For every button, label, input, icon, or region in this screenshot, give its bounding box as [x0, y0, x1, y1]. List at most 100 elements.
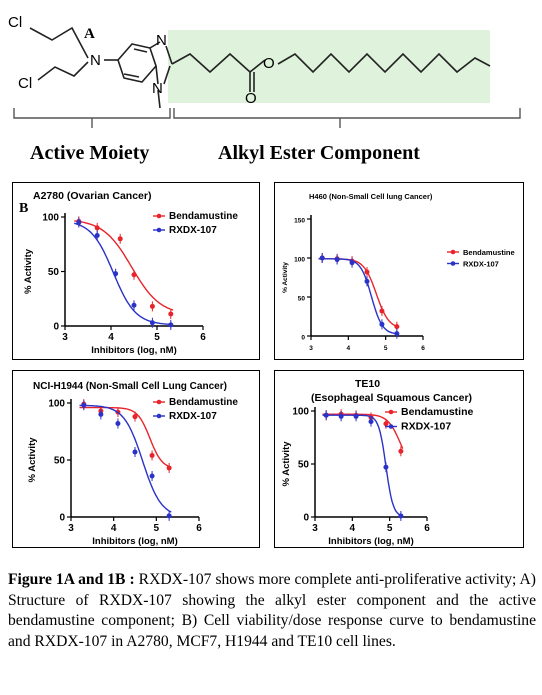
group-brackets: [13, 108, 521, 128]
chart-h1944: NCI-H1944 (Non-Small Cell Lung Cancer) 3 4…: [27, 381, 238, 546]
legend-label: Bendamustine: [169, 397, 238, 408]
figure-caption: Figure 1A and 1B : RXDX-107 shows more c…: [8, 570, 536, 652]
data-point: [323, 412, 329, 418]
x-tick-label: 6: [200, 332, 206, 343]
y-tick-label: 100: [48, 399, 65, 410]
caption-text: RXDX-107 shows more complete anti-prolif…: [8, 571, 536, 650]
x-tick-label: 6: [421, 345, 425, 352]
data-point: [149, 303, 155, 309]
x-tick-label: 4: [347, 345, 351, 352]
legend-marker: [388, 409, 394, 415]
series-curve-bendamustine: [322, 413, 404, 449]
legend-label: RXDX-107: [169, 225, 217, 236]
y-axis-label: % Activity: [27, 437, 38, 483]
x-tick-label: 4: [350, 523, 356, 534]
x-tick-label: 3: [309, 345, 313, 352]
x-tick-label: 3: [312, 523, 318, 534]
legend-marker: [450, 261, 456, 266]
x-tick-label: 3: [62, 332, 68, 343]
label-a: A: [84, 26, 95, 42]
data-point: [131, 272, 137, 278]
legend-label: Bendamustine: [169, 211, 238, 222]
legend-label: RXDX-107: [169, 411, 217, 422]
x-tick-label: 4: [108, 332, 114, 343]
data-point: [94, 233, 100, 239]
y-tick-label: 100: [292, 407, 309, 418]
series-curve-rxdx: [79, 404, 172, 513]
data-point: [166, 513, 172, 519]
legend-marker: [388, 424, 394, 429]
chart-panel-h1944: NCI-H1944 (Non-Small Cell Lung Cancer) 3 4…: [12, 370, 260, 548]
active-moiety-label: Active Moiety: [30, 142, 150, 164]
data-point: [98, 411, 104, 417]
series-curve-bendamustine: [79, 406, 172, 468]
data-point: [364, 278, 370, 284]
x-tick-label: 6: [196, 523, 202, 534]
y-tick-label: 100: [42, 213, 59, 224]
skeletal-bonds: [29, 26, 491, 109]
data-point: [364, 269, 370, 275]
data-point: [94, 225, 100, 231]
data-point: [383, 421, 389, 427]
y-tick-label: 100: [294, 257, 305, 264]
chart-te10: TE10 (Esophageal Squamous Cancer) 3 4 5 6 0 50 1…: [281, 378, 474, 546]
data-point: [168, 311, 174, 317]
series-curve-rxdx: [322, 414, 403, 517]
data-point: [132, 449, 138, 455]
chart-title: TE10: [355, 378, 380, 390]
chart-title: H460 (Non-Small Cell lung Cancer): [309, 192, 433, 201]
chart-subtitle: (Esophageal Squamous Cancer): [311, 392, 472, 404]
data-point: [131, 302, 137, 308]
x-tick-label: 6: [424, 523, 430, 534]
y-tick-label: 50: [298, 460, 310, 471]
data-point: [398, 448, 404, 454]
atom-n-ring-lower: N: [152, 80, 163, 97]
data-point: [353, 413, 359, 419]
series-curve-rxdx: [74, 222, 174, 326]
data-point: [113, 271, 119, 277]
y-axis-label: % Activity: [282, 262, 289, 293]
y-axis-label: % Activity: [281, 441, 292, 487]
legend-marker: [156, 227, 162, 233]
y-tick-label: 50: [54, 456, 66, 467]
x-tick-label: 5: [154, 332, 160, 343]
legend-label: Bendamustine: [463, 248, 515, 257]
data-point: [338, 413, 344, 419]
data-point: [149, 473, 155, 479]
y-tick-label: 50: [48, 267, 60, 278]
data-point: [81, 402, 87, 408]
data-point: [379, 321, 385, 327]
data-point: [132, 414, 138, 420]
label-b: B: [19, 201, 29, 216]
y-tick-label: 50: [298, 296, 306, 303]
structure-figure: A Cl Cl N N N O O Active Moiety Alkyl Es…: [0, 0, 542, 170]
data-point: [394, 324, 400, 330]
series-curve-rxdx: [318, 258, 399, 335]
data-point: [76, 219, 82, 225]
atom-cl-upper: Cl: [8, 14, 23, 31]
data-point: [398, 513, 404, 519]
data-point: [149, 452, 155, 458]
chart-panel-a2780: A2780 (Ovarian Cancer) 3 4 5 6 0 50 100 Inhibito…: [12, 182, 260, 360]
y-tick-label: 0: [301, 335, 305, 342]
data-point: [349, 260, 355, 266]
legend-label: RXDX-107: [401, 421, 451, 433]
y-tick-label: 0: [303, 513, 309, 524]
data-point: [168, 322, 174, 328]
atom-o-carbonyl: O: [245, 90, 257, 107]
x-axis-label: Inhibitors (log, nM): [92, 536, 177, 546]
data-point: [334, 257, 340, 263]
data-point: [149, 320, 155, 326]
chart-a2780: A2780 (Ovarian Cancer) 3 4 5 6 0 50 100 Inhibito…: [23, 190, 238, 356]
data-point: [319, 255, 325, 261]
x-axis-label: Inhibitors (log, nM): [91, 345, 176, 356]
legend-marker: [156, 213, 162, 219]
y-tick-label: 150: [294, 218, 305, 225]
legend-marker: [450, 249, 456, 255]
data-point: [117, 236, 123, 242]
x-axis-label: Inhibitors (log, nM): [328, 536, 413, 546]
data-point: [379, 308, 385, 314]
legend-marker: [156, 399, 162, 405]
x-tick-label: 5: [387, 523, 393, 534]
alkyl-ester-label: Alkyl Ester Component: [218, 142, 420, 164]
